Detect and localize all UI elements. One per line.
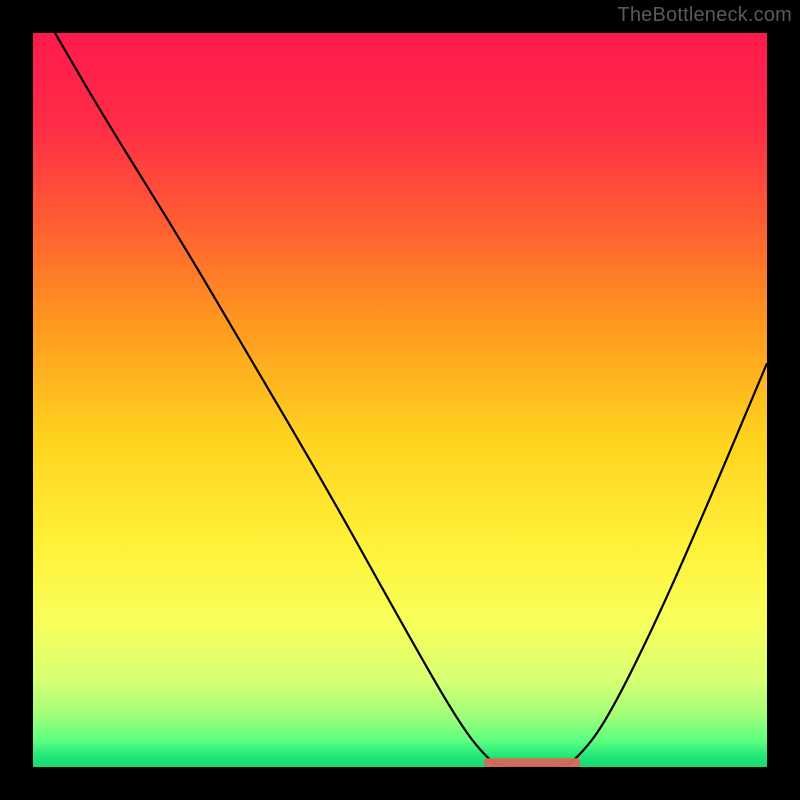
- bottleneck-chart: [33, 33, 767, 767]
- gradient-background: [33, 33, 767, 767]
- watermark-text: TheBottleneck.com: [617, 4, 792, 27]
- chart-container: [33, 33, 767, 767]
